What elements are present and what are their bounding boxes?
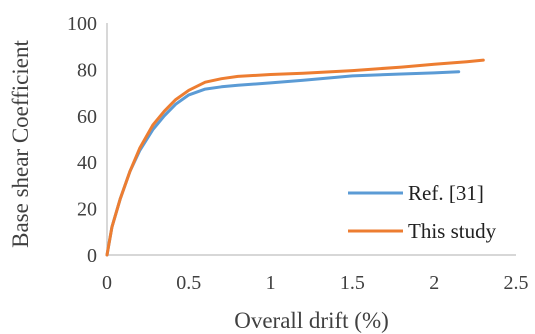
y-tick-label: 100	[67, 13, 97, 35]
legend-label: This study	[408, 219, 497, 243]
series-lines	[105, 58, 485, 257]
x-tick-label: 1.5	[340, 272, 365, 294]
x-tick-label: 0.5	[176, 272, 201, 294]
legend-label: Ref. [31]	[408, 181, 484, 205]
series-line-2	[105, 58, 485, 257]
y-tick-label: 20	[77, 199, 97, 221]
y-axis-title: Base shear Coefficient	[8, 40, 33, 248]
legend: Ref. [31] This study	[348, 181, 497, 243]
y-tick-label: 60	[77, 106, 97, 128]
x-tick-label: 2.5	[504, 272, 529, 294]
y-tick-label: 0	[87, 245, 97, 267]
series-line-1	[105, 70, 461, 257]
axes: 0 20 40 60 80 100 0 0.5 1 1.5 2 2.5	[67, 13, 529, 294]
y-tick-label: 40	[77, 152, 97, 174]
x-axis-title: Overall drift (%)	[234, 308, 389, 333]
y-tick-label: 80	[77, 59, 97, 81]
x-tick-label: 2	[429, 272, 439, 294]
x-tick-label: 0	[102, 272, 112, 294]
x-tick-label: 1	[266, 272, 276, 294]
